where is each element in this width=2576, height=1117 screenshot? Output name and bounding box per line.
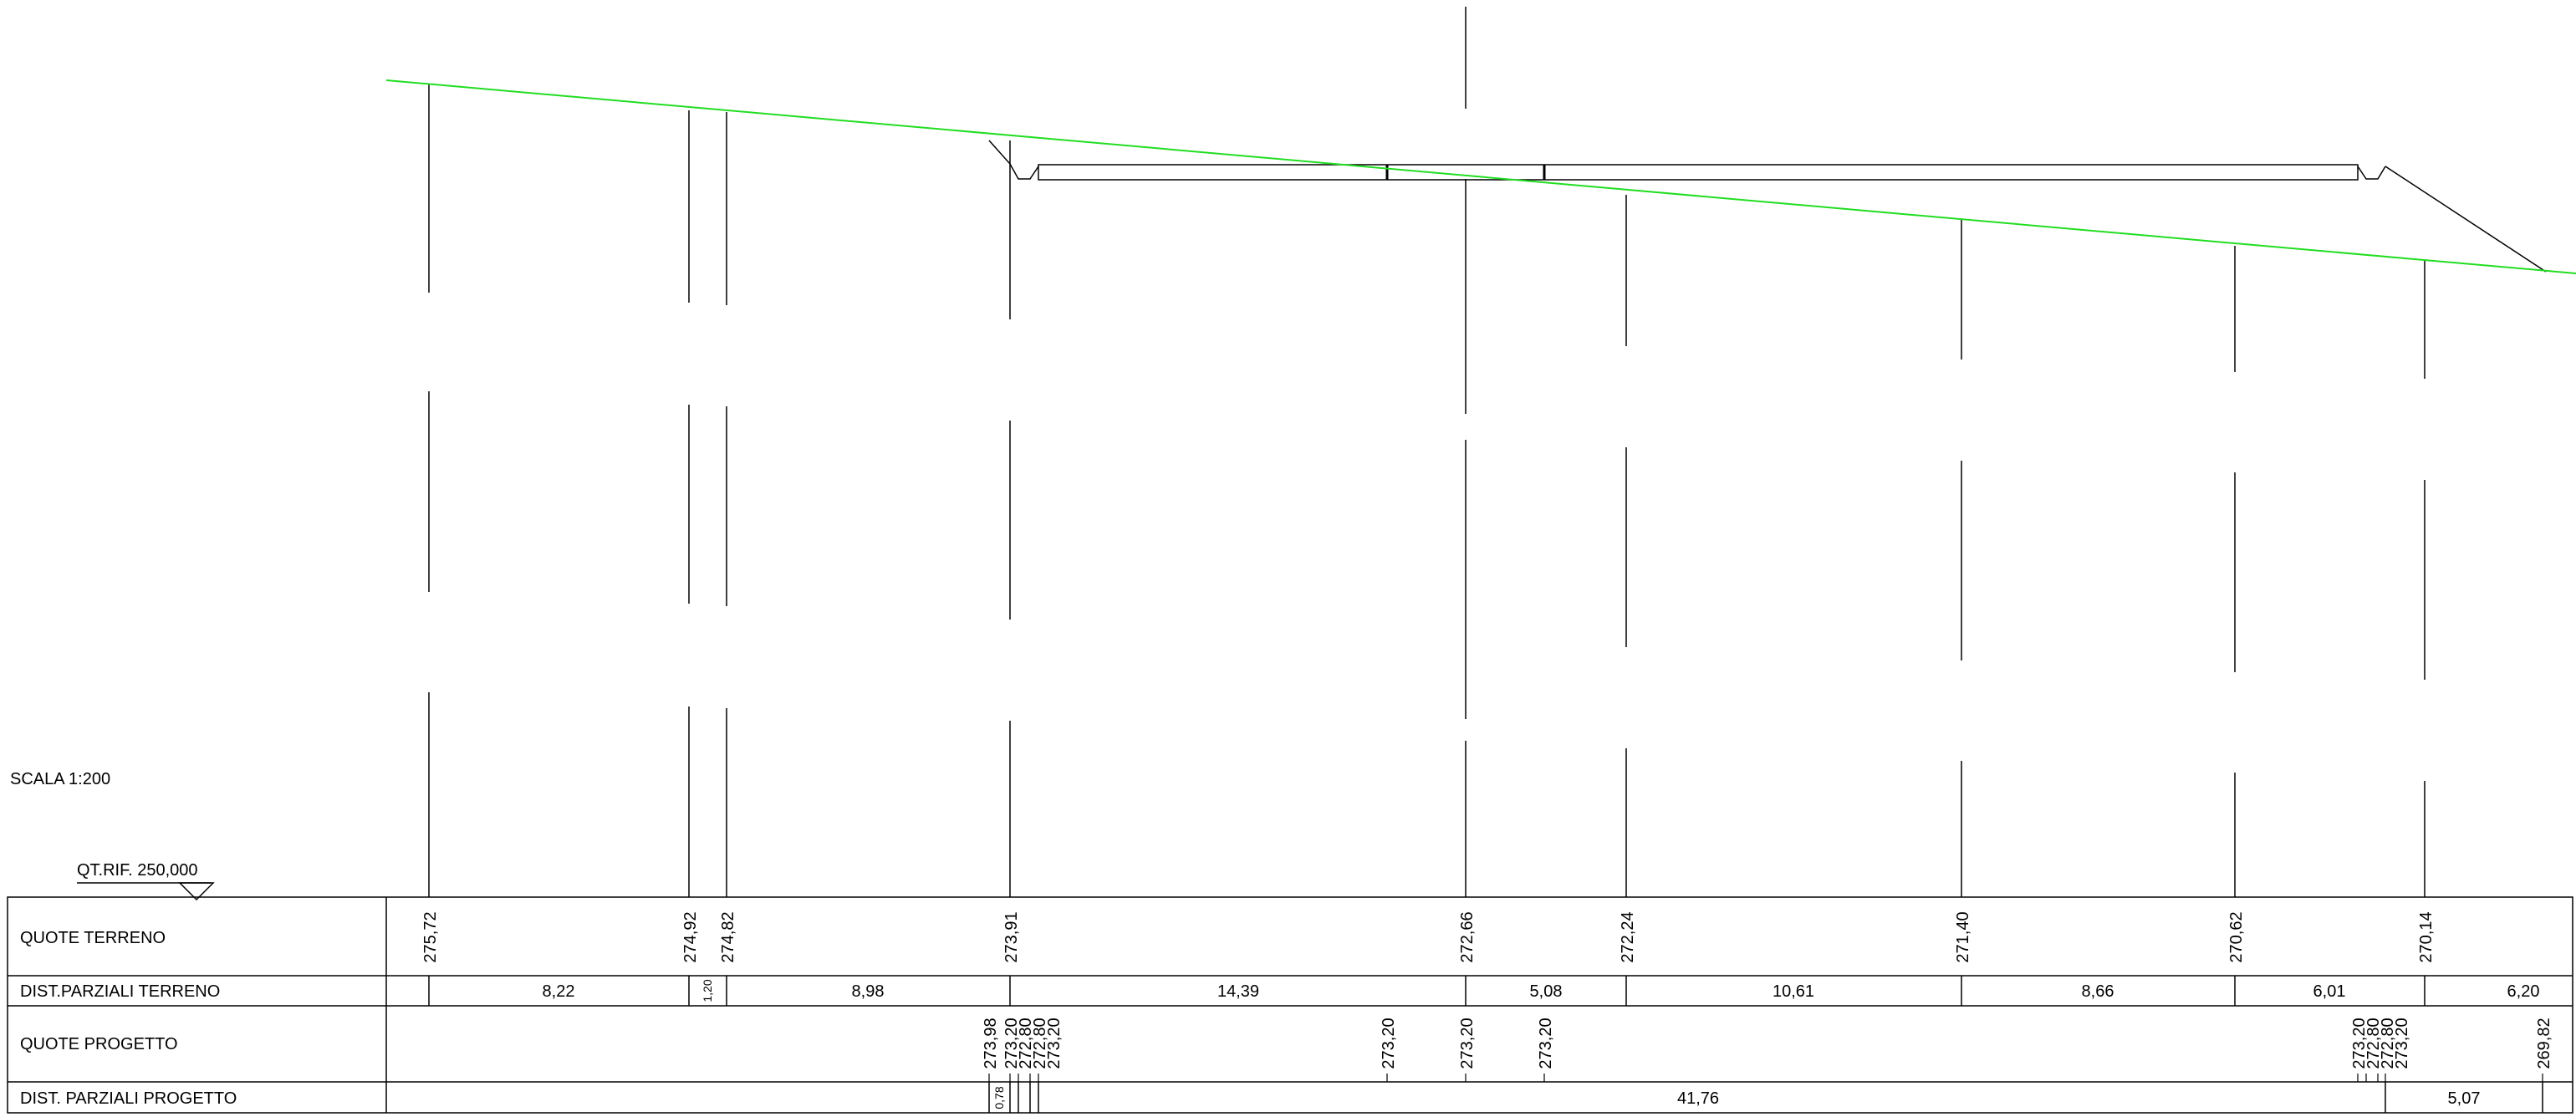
terrain-elevation-7: 271,40	[1954, 911, 1972, 962]
right-ditch	[2357, 166, 2386, 180]
terrain-elevation-5: 272,66	[1458, 911, 1477, 962]
project-elevation-9: 273,20	[2350, 1018, 2369, 1069]
reference-label: QT.RIF. 250,000	[77, 861, 198, 880]
row-header-dist-progetto: DIST. PARZIALI PROGETTO	[20, 1089, 237, 1108]
project-distance-2: 41,76	[1677, 1089, 1719, 1108]
project-elevation-12: 273,20	[2393, 1018, 2411, 1069]
project-distance-dividers	[988, 1082, 2543, 1113]
terrain-elevation-2: 274,92	[681, 911, 700, 962]
project-elevation-7: 273,20	[1458, 1018, 1477, 1069]
row-header-dist-terreno: DIST.PARZIALI TERRENO	[20, 982, 220, 1001]
terrain-elevation-3: 274,82	[719, 911, 737, 962]
project-elevation-6: 273,20	[1380, 1018, 1398, 1069]
terrain-distance-9: 6,20	[2507, 982, 2540, 1001]
project-distance-1: 0,78	[992, 1086, 1006, 1109]
terrain-line	[385, 79, 2576, 274]
project-section	[988, 140, 2547, 273]
terrain-distance-4: 14,39	[1217, 982, 1259, 1001]
scale-label: SCALA 1:200	[10, 770, 110, 788]
project-elevation-8: 273,20	[1537, 1018, 1555, 1069]
terrain-elevation-9: 270,14	[2417, 911, 2436, 962]
terrain-distances: 8,22 1,20 8,98 14,39 5,08 10,61 8,66 6,0…	[543, 979, 2540, 1002]
left-embankment	[988, 140, 1039, 180]
terrain-distance-dividers	[428, 976, 2426, 1006]
station-lines	[428, 7, 2426, 897]
road-platform	[1038, 164, 2359, 181]
project-distances: 0,78 41,76 5,07	[992, 1086, 2480, 1109]
row-header-quote-terreno: QUOTE TERRENO	[20, 929, 166, 947]
project-elevation-3: 272,80	[1017, 1018, 1035, 1069]
project-elevation-11: 272,80	[2379, 1018, 2397, 1069]
terrain-elevations: 275,72 274,92 274,82 273,91 272,66 272,2…	[421, 911, 2436, 962]
terrain-distance-2: 1,20	[701, 979, 714, 1002]
project-elevation-1: 273,98	[982, 1018, 1000, 1069]
data-table	[7, 896, 2573, 1114]
terrain-distance-6: 10,61	[1773, 982, 1814, 1001]
terrain-distance-7: 8,66	[2082, 982, 2114, 1001]
terrain-distance-8: 6,01	[2313, 982, 2346, 1001]
terrain-distance-3: 8,98	[852, 982, 885, 1001]
project-distance-3: 5,07	[2448, 1089, 2481, 1108]
project-elevation-13: 269,82	[2535, 1018, 2553, 1069]
terrain-elevation-1: 275,72	[421, 911, 440, 962]
table-border	[7, 896, 2573, 1114]
reference-marker	[77, 882, 215, 901]
project-elevation-leaders	[988, 1074, 2543, 1082]
terrain-distance-1: 8,22	[543, 982, 575, 1001]
project-elevation-5: 273,20	[1045, 1018, 1064, 1069]
project-elevation-4: 272,80	[1031, 1018, 1049, 1069]
project-elevation-10: 272,80	[2364, 1018, 2383, 1069]
terrain-elevation-6: 272,24	[1619, 911, 1637, 962]
project-elevation-2: 273,20	[1002, 1018, 1021, 1069]
project-elevations: 273,98 273,20 272,80 272,80 273,20 273,2…	[982, 1018, 2553, 1069]
terrain-elevation-8: 270,62	[2227, 911, 2246, 962]
terrain-elevation-4: 273,91	[1002, 911, 1021, 962]
right-embankment	[2385, 166, 2547, 273]
terrain-distance-5: 5,08	[1530, 982, 1563, 1001]
row-header-quote-progetto: QUOTE PROGETTO	[20, 1035, 178, 1053]
